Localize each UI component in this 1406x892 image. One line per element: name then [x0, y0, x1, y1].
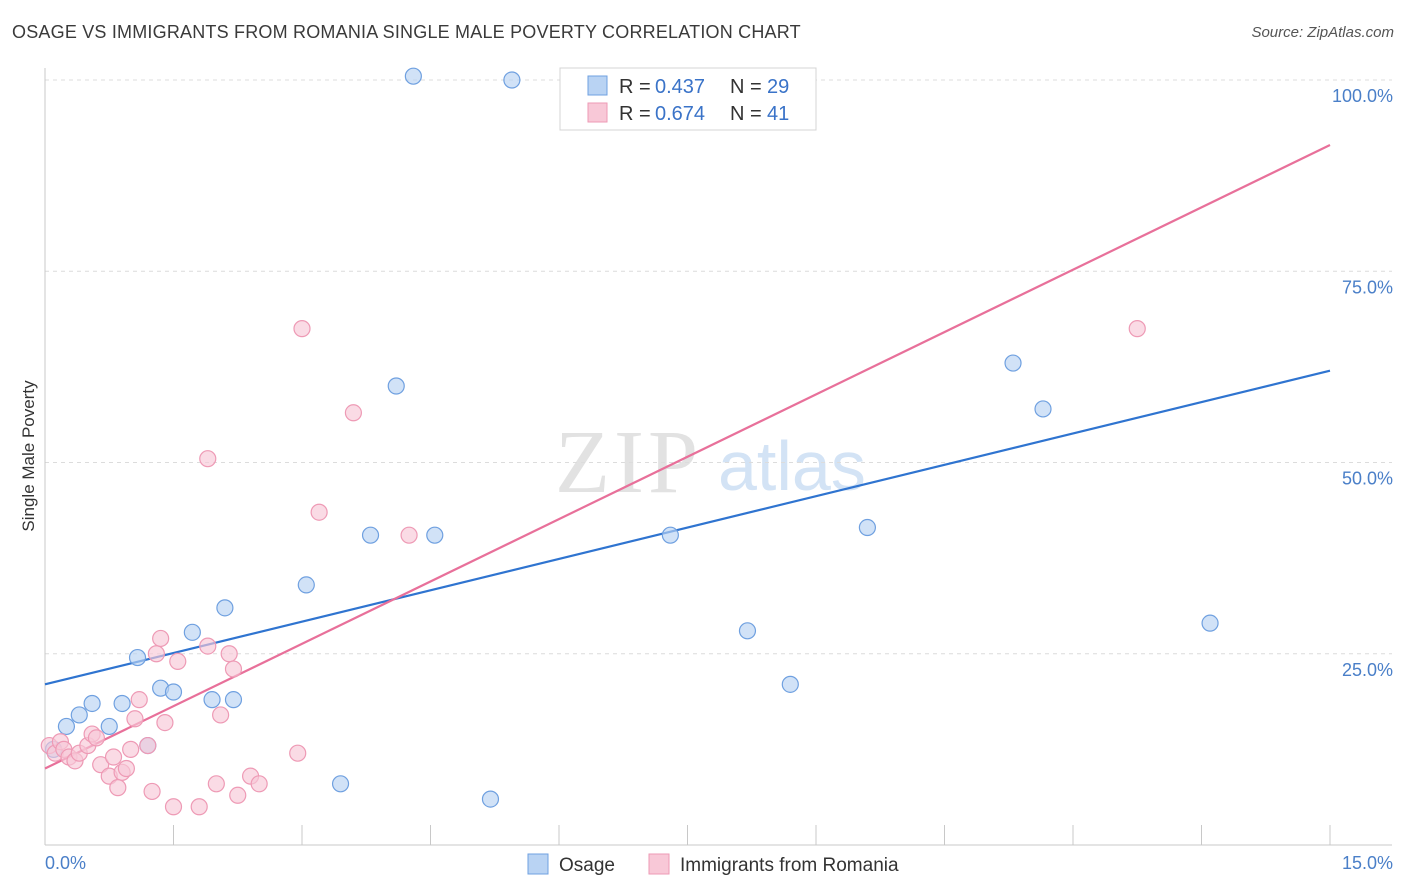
osage-point-23 — [738, 622, 757, 640]
osage-point-6 — [128, 648, 147, 667]
romania-point-21 — [147, 645, 165, 663]
bottom-legend-swatch-romania — [648, 853, 670, 875]
romania-point-15 — [117, 759, 135, 778]
romania-point-41 — [1128, 320, 1146, 338]
osage-point-11 — [203, 691, 221, 709]
osage-point-4 — [100, 717, 118, 736]
romania-point-29 — [207, 775, 225, 793]
romania-point-25 — [169, 652, 187, 671]
romania-point-36 — [289, 744, 307, 762]
watermark-atlas: atlas — [718, 427, 866, 505]
osage-point-2 — [70, 706, 88, 724]
y-tick-label-2: 75.0% — [1342, 277, 1393, 297]
osage-point-20 — [481, 790, 500, 808]
romania-point-39 — [344, 404, 362, 422]
legend-n-value-2: 41 — [767, 103, 789, 125]
osage-point-5 — [113, 694, 131, 713]
osage-point-14 — [297, 576, 315, 594]
bottom-legend-romania: Immigrants from Romania — [680, 855, 899, 876]
osage-point-10 — [183, 623, 201, 641]
osage-point-27 — [1034, 400, 1052, 418]
osage-point-24 — [781, 675, 799, 693]
osage-point-25 — [858, 518, 877, 537]
trend-lines — [44, 144, 1331, 770]
osage-point-9 — [164, 683, 183, 701]
romania-point-20 — [143, 782, 161, 801]
romania-point-22 — [152, 629, 170, 648]
romania-point-13 — [109, 779, 127, 797]
y-tick-label-0: 25.0% — [1342, 660, 1393, 680]
x-tick-label-1: 15.0% — [1342, 853, 1393, 873]
romania-point-18 — [130, 691, 148, 709]
gridlines — [45, 79, 1392, 655]
romania-point-10 — [92, 756, 110, 774]
romania-point-12 — [104, 748, 123, 766]
legend-n-value-1: 29 — [767, 76, 789, 98]
osage-point-13 — [224, 691, 243, 709]
osage-point-28 — [1201, 614, 1219, 632]
romania-point-23 — [156, 713, 174, 732]
romania-point-31 — [220, 645, 238, 663]
osage-point-15 — [331, 775, 350, 793]
legend-r-label-1: R = — [619, 76, 651, 98]
romania-point-9 — [87, 729, 106, 747]
romania-point-26 — [190, 798, 208, 816]
y-tick-label-1: 50.0% — [1342, 469, 1393, 489]
source-label: Source: ZipAtlas.com — [1251, 24, 1394, 41]
legend-n-label-1: N = — [730, 76, 762, 98]
osage-point-18 — [404, 67, 422, 85]
osage-point-26 — [1004, 354, 1022, 372]
tick-labels: 25.0% 50.0% 75.0% 100.0% 0.0% 15.0% — [45, 86, 1393, 873]
romania-point-17 — [126, 710, 144, 728]
bottom-legend: Osage Immigrants from Romania — [527, 853, 899, 876]
romania-trend-line — [44, 144, 1331, 770]
romania-point-19 — [139, 736, 157, 755]
bottom-legend-swatch-osage — [527, 853, 549, 875]
axes — [44, 68, 1392, 846]
romania-point-27 — [199, 637, 217, 655]
osage-point-16 — [361, 526, 380, 544]
romania-point-38 — [310, 503, 328, 521]
legend-r-value-2: 0.674 — [655, 103, 705, 125]
osage-trend-line — [44, 369, 1331, 686]
romania-point-32 — [224, 660, 243, 678]
osage-point-17 — [387, 377, 405, 395]
legend-r-value-1: 0.437 — [655, 76, 705, 98]
osage-point-19 — [426, 526, 444, 544]
legend-swatch-romania — [587, 102, 608, 123]
legend-r-label-2: R = — [619, 103, 651, 125]
legend-box: R = 0.437 N = 29 R = 0.674 N = 41 — [559, 67, 817, 131]
osage-point-22 — [661, 526, 679, 544]
chart-title: OSAGE VS IMMIGRANTS FROM ROMANIA SINGLE … — [12, 22, 801, 42]
romania-point-37 — [293, 320, 311, 338]
y-tick-label-3: 100.0% — [1332, 86, 1393, 106]
x-tick-label-0: 0.0% — [45, 853, 86, 873]
romania-point-33 — [229, 786, 247, 804]
y-axis-label: Single Male Poverty — [19, 380, 38, 532]
osage-point-3 — [83, 694, 101, 713]
osage-point-12 — [216, 599, 234, 617]
romania-point-16 — [122, 740, 140, 758]
legend-swatch-osage — [587, 75, 608, 96]
legend-n-label-2: N = — [730, 103, 762, 125]
romania-point-30 — [212, 706, 230, 724]
romania-point-40 — [400, 526, 418, 544]
bottom-legend-osage: Osage — [559, 855, 615, 876]
osage-point-1 — [57, 717, 76, 736]
data-points — [40, 67, 1219, 816]
romania-point-28 — [199, 450, 217, 468]
osage-point-21 — [503, 71, 521, 89]
romania-point-35 — [250, 775, 268, 793]
romania-point-24 — [164, 798, 183, 816]
